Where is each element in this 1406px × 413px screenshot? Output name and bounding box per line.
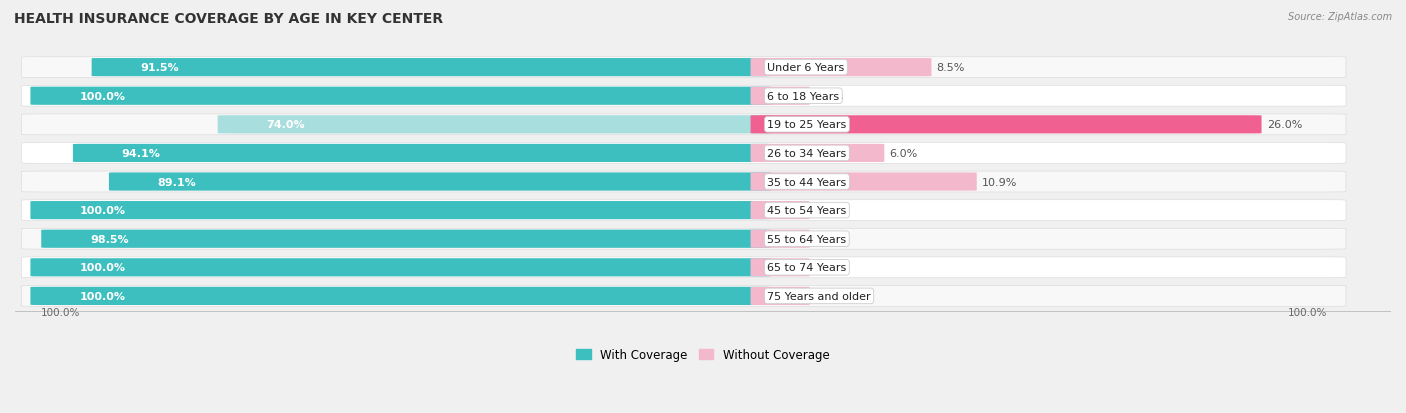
FancyBboxPatch shape (31, 88, 770, 106)
Text: 91.5%: 91.5% (141, 63, 179, 73)
Text: Source: ZipAtlas.com: Source: ZipAtlas.com (1288, 12, 1392, 22)
Text: 0.0%: 0.0% (815, 263, 844, 273)
Text: 89.1%: 89.1% (157, 177, 197, 187)
Text: Under 6 Years: Under 6 Years (768, 63, 845, 73)
Text: 35 to 44 Years: 35 to 44 Years (768, 177, 846, 187)
Text: 1.5%: 1.5% (815, 234, 844, 244)
Text: 100.0%: 100.0% (79, 206, 125, 216)
Text: 0.0%: 0.0% (815, 291, 844, 301)
FancyBboxPatch shape (751, 145, 884, 163)
FancyBboxPatch shape (41, 230, 770, 248)
FancyBboxPatch shape (751, 88, 810, 106)
Text: 19 to 25 Years: 19 to 25 Years (768, 120, 846, 130)
Text: 6.0%: 6.0% (890, 149, 918, 159)
FancyBboxPatch shape (21, 229, 1346, 249)
FancyBboxPatch shape (751, 259, 810, 277)
FancyBboxPatch shape (21, 257, 1346, 278)
Text: 26.0%: 26.0% (1267, 120, 1302, 130)
Text: 55 to 64 Years: 55 to 64 Years (768, 234, 846, 244)
FancyBboxPatch shape (31, 259, 770, 277)
FancyBboxPatch shape (21, 57, 1346, 78)
FancyBboxPatch shape (91, 59, 770, 77)
FancyBboxPatch shape (751, 59, 932, 77)
FancyBboxPatch shape (751, 173, 977, 191)
FancyBboxPatch shape (21, 143, 1346, 164)
FancyBboxPatch shape (751, 202, 810, 220)
FancyBboxPatch shape (31, 202, 770, 220)
Text: 8.5%: 8.5% (936, 63, 965, 73)
FancyBboxPatch shape (31, 287, 770, 305)
FancyBboxPatch shape (21, 200, 1346, 221)
Text: 75 Years and older: 75 Years and older (768, 291, 870, 301)
FancyBboxPatch shape (73, 145, 770, 163)
Text: 100.0%: 100.0% (79, 291, 125, 301)
Legend: With Coverage, Without Coverage: With Coverage, Without Coverage (572, 343, 834, 366)
Text: 100.0%: 100.0% (41, 307, 80, 318)
FancyBboxPatch shape (751, 116, 1261, 134)
Text: 10.9%: 10.9% (981, 177, 1018, 187)
FancyBboxPatch shape (21, 286, 1346, 306)
Text: 74.0%: 74.0% (267, 120, 305, 130)
Text: 94.1%: 94.1% (122, 149, 160, 159)
FancyBboxPatch shape (751, 230, 810, 248)
FancyBboxPatch shape (218, 116, 770, 134)
FancyBboxPatch shape (21, 172, 1346, 192)
Text: 6 to 18 Years: 6 to 18 Years (768, 92, 839, 102)
Text: 98.5%: 98.5% (90, 234, 129, 244)
Text: 26 to 34 Years: 26 to 34 Years (768, 149, 846, 159)
Text: 45 to 54 Years: 45 to 54 Years (768, 206, 846, 216)
Text: 100.0%: 100.0% (79, 263, 125, 273)
FancyBboxPatch shape (21, 115, 1346, 135)
FancyBboxPatch shape (21, 86, 1346, 107)
Text: 100.0%: 100.0% (1288, 307, 1327, 318)
Text: 0.0%: 0.0% (815, 92, 844, 102)
FancyBboxPatch shape (751, 287, 810, 305)
Text: HEALTH INSURANCE COVERAGE BY AGE IN KEY CENTER: HEALTH INSURANCE COVERAGE BY AGE IN KEY … (14, 12, 443, 26)
Text: 65 to 74 Years: 65 to 74 Years (768, 263, 846, 273)
Text: 100.0%: 100.0% (79, 92, 125, 102)
FancyBboxPatch shape (108, 173, 770, 191)
Text: 0.0%: 0.0% (815, 206, 844, 216)
